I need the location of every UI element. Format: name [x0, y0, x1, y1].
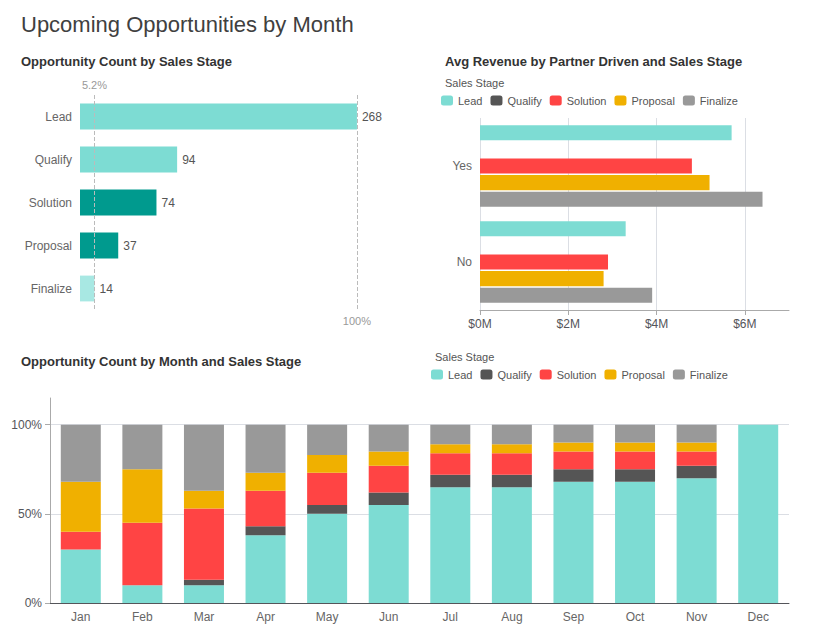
svg-text:Finalize: Finalize — [31, 282, 73, 296]
svg-text:Oct: Oct — [626, 610, 645, 624]
svg-text:Sales Stage: Sales Stage — [435, 351, 494, 363]
svg-text:Mar: Mar — [194, 610, 215, 624]
svg-text:Qualify: Qualify — [35, 153, 72, 167]
svg-text:94: 94 — [182, 153, 196, 167]
svg-text:$2M: $2M — [557, 317, 580, 331]
svg-text:Lead: Lead — [45, 110, 72, 124]
svg-text:Upcoming Opportunities by Mont: Upcoming Opportunities by Month — [21, 12, 354, 37]
svg-text:Lead: Lead — [458, 95, 482, 107]
svg-text:Opportunity Count by Sales Sta: Opportunity Count by Sales Stage — [21, 54, 232, 69]
svg-text:May: May — [316, 610, 339, 624]
svg-text:74: 74 — [161, 196, 175, 210]
svg-text:100%: 100% — [343, 315, 371, 327]
svg-text:Finalize: Finalize — [690, 369, 728, 381]
svg-text:Solution: Solution — [29, 196, 72, 210]
svg-text:Qualify: Qualify — [507, 95, 542, 107]
svg-text:14: 14 — [99, 282, 113, 296]
svg-text:$0M: $0M — [468, 317, 491, 331]
svg-text:No: No — [457, 255, 473, 269]
svg-text:Finalize: Finalize — [700, 95, 738, 107]
svg-text:Jun: Jun — [379, 610, 398, 624]
svg-text:Opportunity Count by Month and: Opportunity Count by Month and Sales Sta… — [21, 354, 301, 369]
svg-text:Aug: Aug — [501, 610, 522, 624]
svg-text:Lead: Lead — [448, 369, 472, 381]
svg-text:Proposal: Proposal — [25, 239, 72, 253]
svg-text:Solution: Solution — [567, 95, 607, 107]
svg-text:Feb: Feb — [132, 610, 153, 624]
svg-text:$4M: $4M — [645, 317, 668, 331]
svg-text:37: 37 — [123, 239, 137, 253]
svg-text:Dec: Dec — [748, 610, 769, 624]
svg-text:Sales Stage: Sales Stage — [445, 77, 504, 89]
svg-text:Proposal: Proposal — [621, 369, 664, 381]
svg-text:Sep: Sep — [563, 610, 585, 624]
svg-text:Avg Revenue by Partner Driven: Avg Revenue by Partner Driven and Sales … — [445, 54, 742, 69]
svg-text:Proposal: Proposal — [631, 95, 674, 107]
svg-text:Yes: Yes — [452, 159, 472, 173]
svg-text:Solution: Solution — [557, 369, 597, 381]
svg-text:5.2%: 5.2% — [82, 79, 107, 91]
svg-text:268: 268 — [362, 110, 382, 124]
svg-text:100%: 100% — [11, 418, 42, 432]
svg-text:Apr: Apr — [256, 610, 275, 624]
svg-text:$6M: $6M — [733, 317, 756, 331]
svg-text:50%: 50% — [18, 507, 42, 521]
svg-text:Jan: Jan — [71, 610, 90, 624]
svg-text:Jul: Jul — [443, 610, 458, 624]
svg-text:Nov: Nov — [686, 610, 707, 624]
svg-text:Qualify: Qualify — [497, 369, 532, 381]
svg-text:0%: 0% — [25, 596, 43, 610]
